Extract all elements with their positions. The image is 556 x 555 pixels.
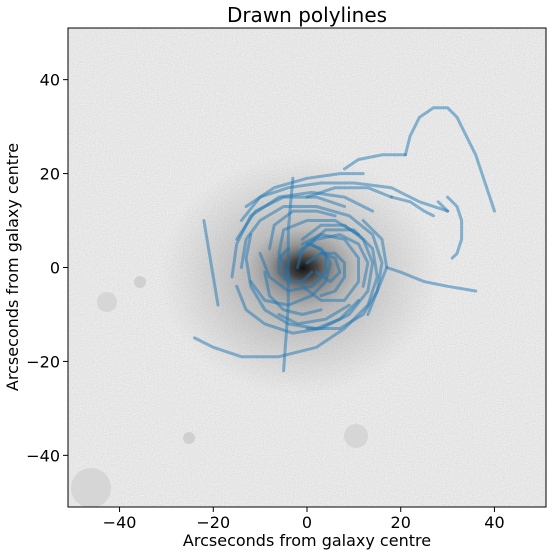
polyline-22 — [244, 172, 365, 208]
x-tick-label: 0 — [302, 513, 312, 532]
polyline-25 — [403, 106, 496, 213]
x-tick-label: 20 — [391, 513, 411, 532]
star-blob — [97, 292, 117, 312]
polyline-23 — [343, 153, 407, 171]
polyline-18 — [314, 251, 342, 284]
polyline-2 — [202, 219, 220, 307]
x-axis-ticks: −40 −20 0 20 40 — [103, 507, 505, 532]
polyline-19 — [244, 233, 360, 330]
y-tick-label: −20 — [26, 352, 60, 371]
polyline-14 — [268, 209, 337, 251]
star-blob — [134, 276, 146, 288]
polyline-27 — [436, 200, 450, 213]
y-tick-label: 40 — [40, 71, 60, 90]
x-tick-label: 40 — [484, 513, 504, 532]
y-axis-ticks: −40 −20 0 20 40 — [26, 71, 68, 465]
y-tick-label: 0 — [50, 259, 60, 278]
polylines-group — [193, 106, 496, 373]
polyline-26 — [446, 195, 464, 260]
star-blob — [344, 424, 368, 448]
polyline-28 — [305, 186, 393, 199]
polyline-5 — [230, 190, 375, 279]
polyline-17 — [277, 247, 314, 284]
polyline-3 — [239, 205, 384, 330]
x-axis-label: Arcseconds from galaxy centre — [183, 531, 431, 550]
y-tick-label: 20 — [40, 165, 60, 184]
y-tick-label: −40 — [26, 446, 60, 465]
star-blob — [183, 432, 195, 444]
x-tick-label: −20 — [196, 513, 230, 532]
galaxy-bulge — [248, 228, 358, 308]
polyline-12 — [300, 233, 360, 302]
y-axis-label: Arcseconds from galaxy centre — [3, 143, 22, 391]
polyline-10 — [296, 233, 370, 288]
polyline-29 — [389, 195, 435, 218]
star-blob — [71, 468, 111, 507]
polyline-21 — [282, 176, 295, 373]
plot-area — [68, 28, 546, 507]
polyline-15 — [263, 270, 323, 316]
chart-title: Drawn polylines — [227, 3, 387, 27]
x-tick-label: −40 — [103, 513, 137, 532]
polyline-24 — [385, 266, 478, 293]
